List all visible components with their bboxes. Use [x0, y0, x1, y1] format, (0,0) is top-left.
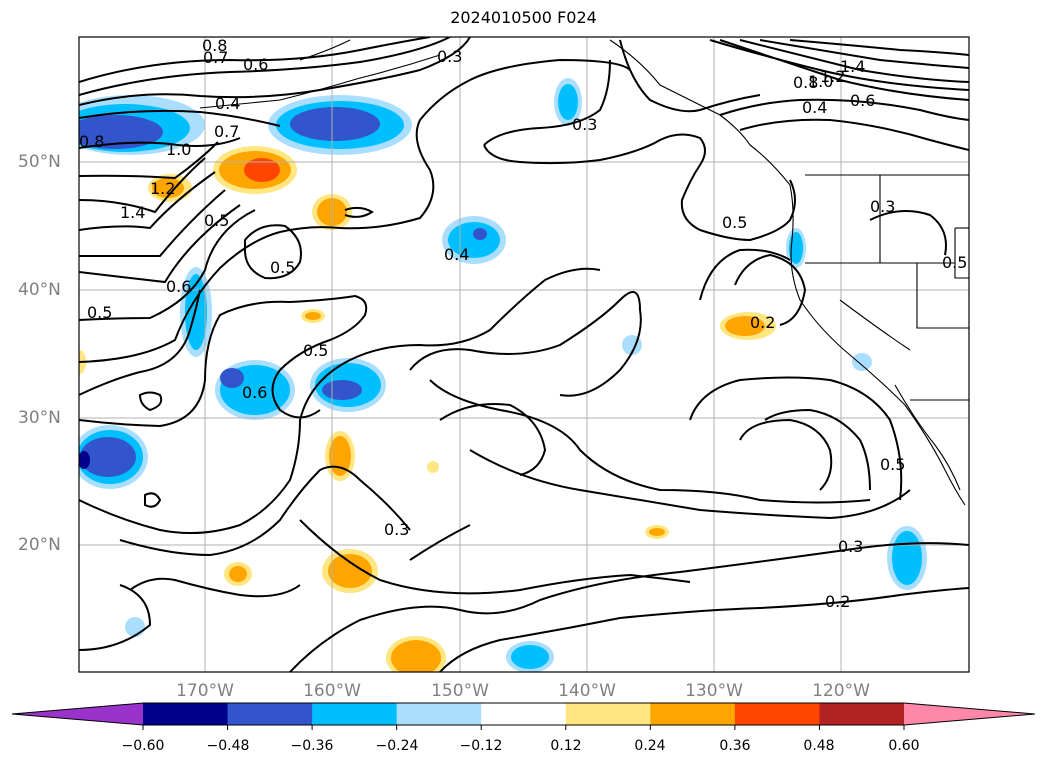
contour-label: 0.6: [242, 383, 267, 402]
colorbar-tick-label: 0.48: [803, 738, 835, 754]
colorbar-tick-label: 0.60: [888, 738, 920, 754]
colorbar-segment: [565, 703, 651, 725]
colorbar-segment: [819, 703, 905, 725]
lat-label-40n: 40°N: [18, 280, 61, 300]
colorbar-tick-label: −0.60: [121, 738, 165, 754]
lon-label-160w: 160°W: [303, 681, 361, 701]
colorbar-tick-label: −0.48: [206, 738, 250, 754]
contour-label: 1.4: [120, 203, 145, 222]
contour-label: 1.2: [820, 67, 845, 86]
colorbar-tick-label: −0.36: [290, 738, 334, 754]
colorbar-segment: [396, 703, 482, 725]
contour-label: 0.3: [838, 537, 863, 556]
contour-label: 0.3: [572, 115, 597, 134]
contour-label: 0.5: [880, 455, 905, 474]
contour-label: 1.0: [808, 72, 833, 91]
colorbar-tick-label: 0.24: [634, 738, 666, 754]
contour-labels: 0.8 0.7 0.6 0.4 0.8 1.0 0.7 1.2 1.4 0.5 …: [79, 36, 967, 611]
contour-label: 1.0: [166, 140, 191, 159]
contour-label: 0.8: [79, 132, 104, 151]
contour-label: 0.5: [87, 303, 112, 322]
contour-label: 0.5: [303, 341, 328, 360]
contour-lines: [79, 37, 969, 672]
lon-label-120w: 120°W: [812, 681, 870, 701]
gridlines: [79, 37, 969, 672]
colorbar-segment: [734, 703, 820, 725]
colorbar-segment: [227, 703, 313, 725]
contour-label: 0.8: [793, 73, 818, 92]
contour-label: 0.4: [802, 98, 827, 117]
contour-label: 0.8: [202, 36, 227, 55]
contour-label: 0.5: [722, 213, 747, 232]
colorbar-segment: [650, 703, 736, 725]
map-frame: [78, 36, 970, 673]
shaded-anomalies: [79, 78, 927, 672]
lat-label-30n: 30°N: [18, 408, 61, 428]
coastlines: [199, 39, 969, 506]
contour-label: 0.6: [850, 91, 875, 110]
colorbar-segment: [143, 703, 229, 725]
contour-label: 0.4: [444, 245, 469, 264]
colorbar-tick-label: −0.24: [375, 738, 419, 754]
contour-label: 1.4: [840, 57, 865, 76]
contour-label: 0.5: [204, 211, 229, 230]
colorbar-tick-label: 0.36: [719, 738, 751, 754]
colorbar-outline: [11, 702, 1036, 726]
lat-label-20n: 20°N: [18, 535, 61, 555]
contour-label: 0.7: [214, 122, 239, 141]
contour-label: 0.3: [384, 520, 409, 539]
lon-label-150w: 150°W: [431, 681, 489, 701]
contour-label: 0.5: [270, 258, 295, 277]
colorbar-tick-label: −0.12: [459, 738, 503, 754]
colorbar-extend-low: [12, 703, 143, 725]
lon-label-140w: 140°W: [558, 681, 616, 701]
contour-label: 0.3: [870, 197, 895, 216]
lat-label-50n: 50°N: [18, 152, 61, 172]
contour-label: 0.7: [203, 48, 228, 67]
lon-label-130w: 130°W: [685, 681, 743, 701]
contour-label: 0.2: [750, 313, 775, 332]
contour-label: 0.4: [215, 94, 240, 113]
contour-label: 0.6: [166, 277, 191, 296]
map-plot: 0.8 0.7 0.6 0.4 0.8 1.0 0.7 1.2 1.4 0.5 …: [78, 36, 970, 673]
contour-label: 0.5: [942, 253, 967, 272]
colorbar-segment: [481, 703, 567, 725]
colorbar-tick-label: 0.12: [550, 738, 582, 754]
contour-label: 0.6: [243, 55, 268, 74]
colorbar-segment: [312, 703, 398, 725]
map-title: 2024010500 F024: [450, 8, 597, 27]
contour-label: 0.2: [825, 592, 850, 611]
contour-label: 0.3: [437, 47, 462, 66]
contour-label: 1.2: [150, 179, 175, 198]
lon-label-170w: 170°W: [176, 681, 234, 701]
colorbar-extend-high: [904, 703, 1035, 725]
